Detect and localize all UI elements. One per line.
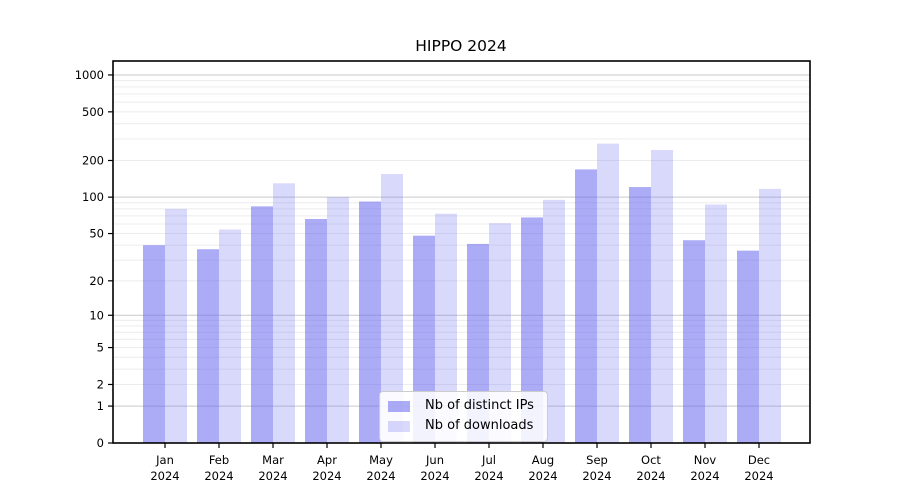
y-tick-label: 5 [97,341,104,355]
legend-label-downloads: Nb of downloads [425,418,534,434]
bar-distinct-ips-sep [575,169,597,443]
bar-distinct-ips-aug [521,217,543,443]
x-tick-label: Nov 2024 [690,453,719,483]
bar-distinct-ips-jan [143,245,165,443]
bar-downloads-jul [489,223,511,443]
bars-group [143,143,781,444]
bar-downloads-feb [219,229,241,443]
bar-distinct-ips-nov [683,240,705,443]
x-tick-label: Mar 2024 [258,453,287,483]
legend-item-downloads: Nb of downloads [388,418,534,434]
x-tick-label: Jan 2024 [150,453,179,483]
x-tick-label: Jul 2024 [474,453,503,483]
y-tick-label: 50 [89,227,104,241]
y-tick-label: 2 [97,377,104,391]
bar-distinct-ips-may [359,201,381,443]
bar-distinct-ips-oct [629,187,651,443]
plot-frame [112,60,811,444]
legend-label-distinct-ips: Nb of distinct IPs [425,398,534,413]
x-tick-label: Jun 2024 [420,453,449,483]
y-tick-label: 1000 [75,68,104,82]
x-axis-ticks: Jan 2024 Feb 2024 Mar 2024 Apr 2024 May 2024 Jun 20… [150,443,774,483]
legend-swatch-distinct-ips [388,400,410,412]
legend: Nb of distinct IPs Nb of downloads [379,391,548,442]
y-tick-label: 100 [82,190,104,204]
bar-downloads-mar [273,183,295,443]
bar-downloads-apr [327,197,349,443]
bar-downloads-jun [435,213,457,443]
y-tick-label: 500 [82,105,104,119]
legend-swatch-downloads [388,420,410,432]
bar-downloads-aug [543,199,565,443]
minor-gridlines [113,80,810,385]
y-axis-ticks: 0 1 2 5 10 20 50 100 200 500 1000 [75,68,113,450]
bar-downloads-dec [759,188,781,443]
bar-distinct-ips-feb [197,249,219,443]
y-tick-label: 200 [82,153,104,167]
y-tick-label: 20 [89,274,104,288]
bar-downloads-jan [165,208,187,443]
x-tick-label: May 2024 [366,453,395,483]
x-tick-label: Dec 2024 [744,453,773,483]
bar-downloads-nov [705,204,727,443]
x-tick-label: Apr 2024 [312,453,341,483]
y-tick-label: 0 [97,436,104,450]
bar-distinct-ips-dec [737,250,759,443]
legend-item-distinct-ips: Nb of distinct IPs [388,398,534,413]
x-tick-label: Aug 2024 [528,453,557,483]
chart-title: HIPPO 2024 [415,37,507,55]
x-tick-label: Oct 2024 [636,453,665,483]
bar-downloads-oct [651,149,673,443]
bar-downloads-may [381,173,403,444]
bar-distinct-ips-apr [305,219,327,443]
bar-distinct-ips-mar [251,206,273,443]
x-tick-label: Sep 2024 [582,453,611,483]
y-tick-label: 1 [97,399,104,413]
bar-downloads-sep [597,143,619,443]
x-tick-label: Feb 2024 [204,453,233,483]
y-tick-label: 10 [89,308,104,322]
